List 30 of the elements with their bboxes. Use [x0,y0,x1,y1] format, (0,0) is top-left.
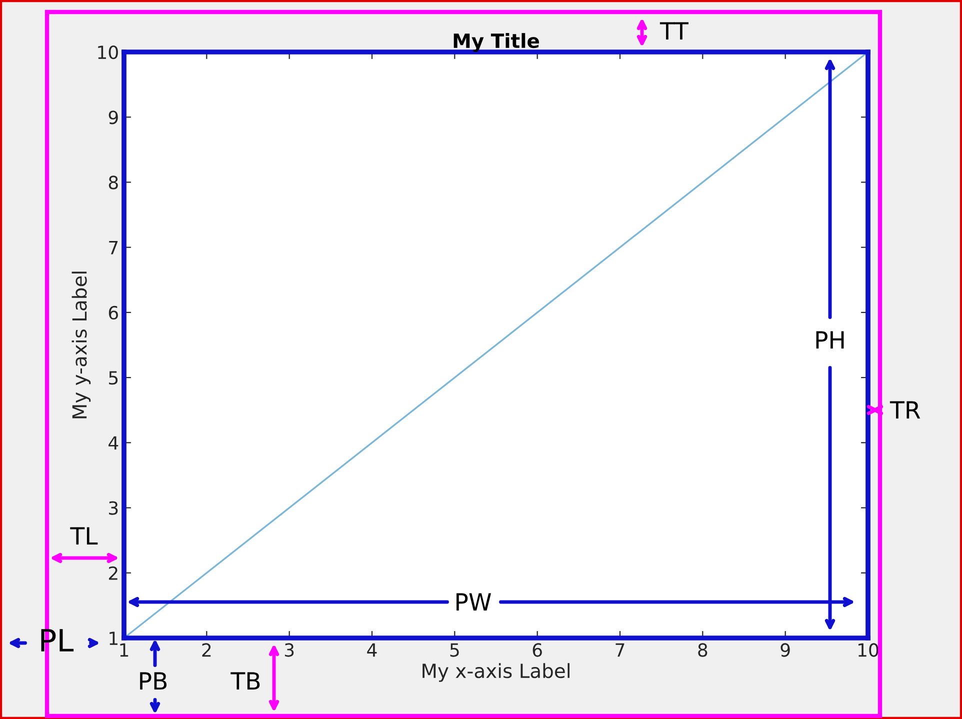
y-tick-label: 9 [108,110,118,124]
y-tick-label: 8 [108,176,118,190]
x-tick-label: 4 [367,643,377,657]
y-tick-label: 3 [109,501,118,515]
y-tick-label: 4 [108,436,118,450]
text: TB [230,672,260,690]
y-tick-label: 6 [108,306,118,320]
y-axis-title: My y-axis Label [72,272,91,418]
text: TR [890,401,920,419]
text: PB [140,672,167,690]
x-tick-label: 2 [202,643,211,657]
annotation: PW [456,593,492,611]
chart-title: My Title [454,33,539,52]
x-tick-label: 10 [858,643,878,657]
text: TT [660,22,688,40]
text: TL [70,527,98,545]
x-tick-label: 1 [120,643,128,657]
x-tick-label: 3 [284,643,294,657]
x-tick-label: 6 [532,643,542,657]
x-tick-label: 8 [698,643,708,657]
annotation: PH [816,331,844,349]
x-tick-label: 9 [780,643,790,657]
x-tick-label: 7 [616,643,624,657]
y-tick-label: 10 [98,45,118,60]
x-tick-label: 5 [450,643,459,657]
y-tick-label: 1 [110,632,118,645]
y-tick-label: 2 [108,566,118,580]
y-tick-label: 7 [109,241,118,254]
x-axis-title: My x-axis Label [422,663,570,682]
y-tick-label: 5 [109,371,118,385]
